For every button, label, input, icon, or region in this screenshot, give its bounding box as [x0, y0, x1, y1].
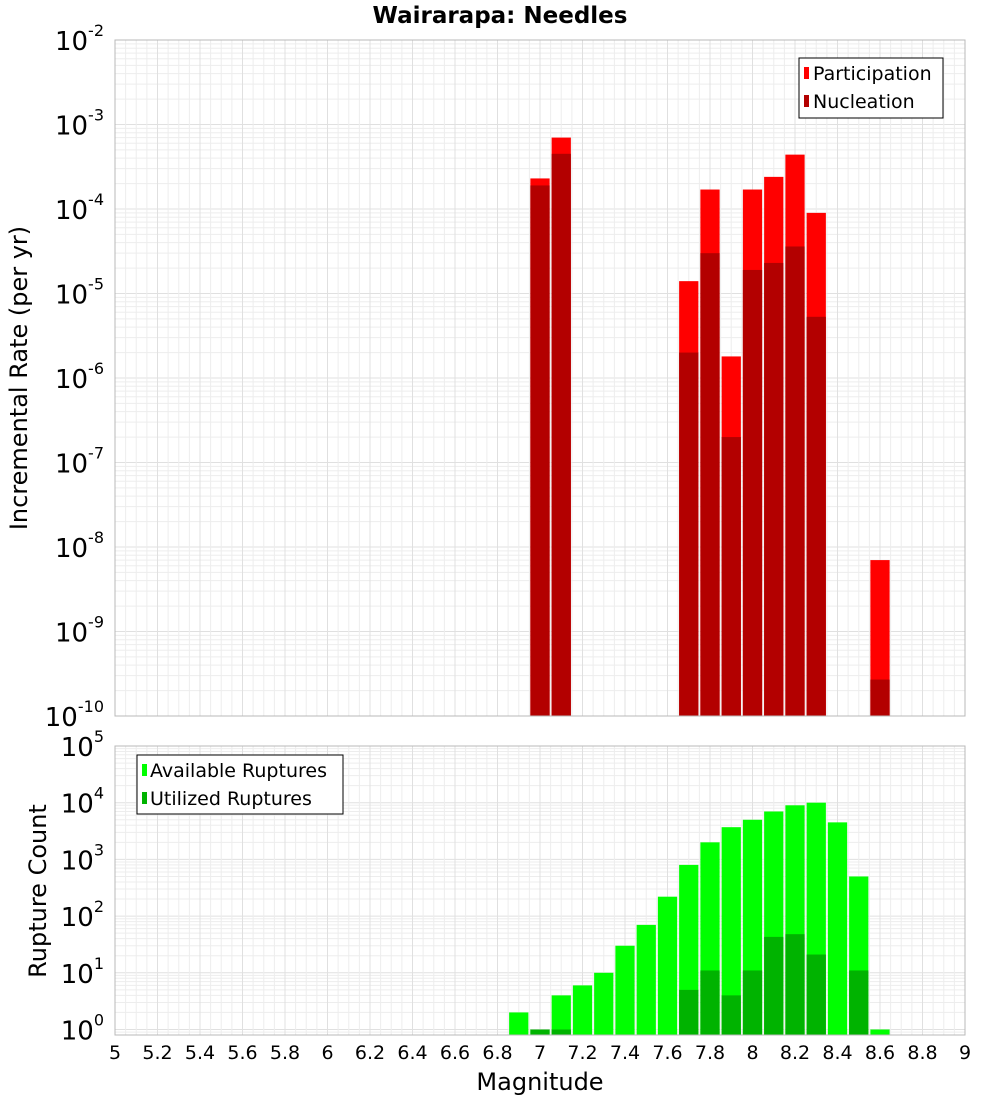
x-tick-label: 5.8 — [270, 1042, 300, 1064]
x-tick-label: 7.2 — [567, 1042, 597, 1064]
legend-swatch-utilized-ruptures — [142, 792, 147, 804]
top-bar-nucleation — [742, 269, 763, 716]
legend-swatch-participation — [804, 67, 809, 79]
bottom-bar-available-ruptures — [721, 827, 741, 1035]
y-tick-label: 100 — [61, 1011, 104, 1047]
legend-swatch-nucleation — [804, 95, 809, 107]
x-tick-label: 8.8 — [907, 1042, 937, 1064]
bottom-bar-available-ruptures — [572, 985, 593, 1035]
legend-swatch-available-ruptures — [142, 764, 147, 776]
bottom-bar-available-ruptures — [636, 924, 656, 1035]
bottom-bar-available-ruptures — [509, 1012, 529, 1035]
y-tick-label: 10-6 — [55, 359, 104, 395]
x-tick-label: 5.2 — [142, 1042, 172, 1064]
bottom-bar-utilized-ruptures — [764, 936, 784, 1035]
y-tick-label: 102 — [61, 897, 104, 933]
x-tick-label: 6.4 — [397, 1042, 427, 1064]
bottom-bar-utilized-ruptures — [551, 1029, 571, 1035]
x-tick-label: 8.6 — [865, 1042, 895, 1064]
bottom-bar-utilized-ruptures — [679, 989, 699, 1035]
y-tick-label: 10-7 — [55, 444, 104, 480]
x-tick-label: 5 — [109, 1042, 121, 1064]
y-tick-label: 10-3 — [55, 106, 104, 142]
y-tick-label: 10-2 — [55, 21, 104, 57]
x-tick-label: 7.8 — [695, 1042, 725, 1064]
bottom-bar-available-ruptures — [551, 995, 571, 1035]
x-tick-label: 7 — [534, 1042, 546, 1064]
top-legend: Participation Nucleation — [798, 57, 944, 119]
y-tick-label: 104 — [61, 784, 104, 820]
top-bar-nucleation — [551, 153, 571, 717]
top-bar-nucleation — [870, 679, 890, 716]
bottom-bar-available-ruptures — [615, 945, 635, 1035]
top-bar-nucleation — [530, 185, 550, 717]
top-bar-nucleation — [679, 352, 699, 716]
x-axis-title: Magnitude — [476, 1068, 603, 1096]
y-tick-label: 105 — [61, 727, 104, 763]
y-tick-label: 101 — [61, 954, 104, 990]
bottom-plot-bars — [509, 802, 890, 1035]
bottom-legend: Available Ruptures Utilized Ruptures — [136, 754, 344, 815]
top-bar-nucleation — [721, 437, 741, 716]
top-bar-nucleation — [806, 316, 826, 716]
x-tick-label: 8 — [746, 1042, 758, 1064]
y-tick-label: 10-10 — [45, 697, 104, 733]
x-tick-label: 7.4 — [610, 1042, 640, 1064]
top-plot-frame — [114, 39, 966, 717]
y-tick-label: 103 — [61, 840, 104, 876]
top-bar-nucleation — [700, 253, 720, 716]
top-plot-bars — [530, 137, 890, 717]
y-tick-label: 10-4 — [55, 190, 104, 226]
x-tick-label: 6 — [321, 1042, 333, 1064]
x-tick-label: 5.6 — [227, 1042, 257, 1064]
top-legend-box — [798, 57, 944, 119]
legend-label-utilized-ruptures: Utilized Ruptures — [150, 788, 312, 810]
top-bar-participation — [870, 560, 890, 716]
bottom-bar-utilized-ruptures — [530, 1029, 550, 1035]
top-bar-nucleation — [785, 246, 805, 716]
x-tick-label: 9 — [959, 1042, 971, 1064]
bottom-bar-utilized-ruptures — [700, 970, 720, 1035]
bottom-bar-utilized-ruptures — [721, 995, 741, 1035]
legend-label-nucleation: Nucleation — [813, 91, 915, 113]
legend-label-available-ruptures: Available Ruptures — [150, 760, 327, 782]
bottom-y-axis-title: Rupture Count — [24, 804, 52, 978]
bottom-bar-utilized-ruptures — [742, 970, 763, 1035]
bottom-bar-utilized-ruptures — [849, 970, 869, 1035]
x-tick-label: 5.4 — [185, 1042, 215, 1064]
y-tick-label: 10-5 — [55, 275, 104, 311]
bottom-bar-available-ruptures — [657, 896, 678, 1035]
top-y-axis-ticks: 10-10 10-9 10-8 10-7 10-6 10-5 10-4 10-3 10-2 — [45, 21, 104, 733]
legend-label-participation: Participation — [813, 63, 932, 85]
x-tick-label: 6.8 — [482, 1042, 512, 1064]
x-tick-label: 6.2 — [355, 1042, 385, 1064]
bottom-bar-available-ruptures — [870, 1029, 890, 1035]
bottom-bar-available-ruptures — [594, 972, 614, 1035]
y-tick-label: 10-9 — [55, 613, 104, 649]
bottom-plot-frame — [114, 745, 966, 1036]
top-y-axis-title: Incremental Rate (per yr) — [5, 226, 33, 530]
x-tick-label: 6.6 — [440, 1042, 470, 1064]
bottom-bar-utilized-ruptures — [785, 934, 805, 1035]
bottom-y-axis-ticks: 100 101 102 103 104 105 — [61, 727, 104, 1047]
y-tick-label: 10-8 — [55, 528, 104, 564]
x-tick-label: 8.2 — [780, 1042, 810, 1064]
chart-title: Wairarapa: Needles — [373, 3, 628, 29]
x-tick-label: 8.4 — [822, 1042, 852, 1064]
bottom-bar-utilized-ruptures — [806, 954, 826, 1035]
x-tick-label: 7.6 — [652, 1042, 682, 1064]
bottom-bar-available-ruptures — [827, 822, 848, 1035]
x-axis-ticks: 5 5.2 5.4 5.6 5.8 6 6.2 6.4 6.6 6.8 7 7.2 7.4 7.6 7.8 8… — [109, 1042, 971, 1064]
bottom-legend-box — [136, 754, 344, 815]
top-bar-nucleation — [764, 262, 784, 716]
